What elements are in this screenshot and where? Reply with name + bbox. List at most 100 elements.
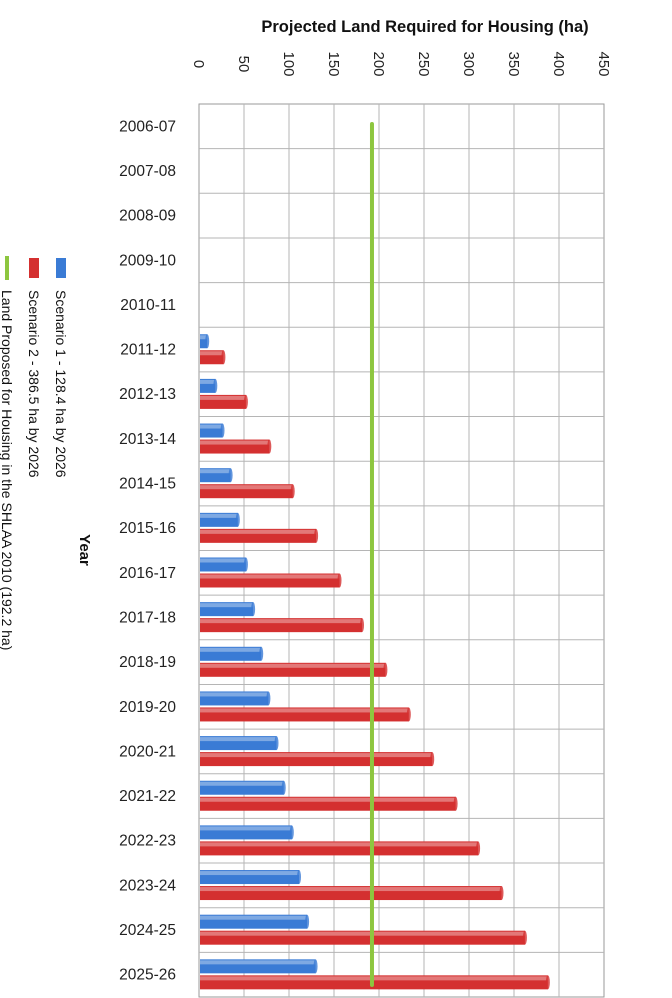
- bar-fill: [200, 736, 277, 751]
- bar-scenario-2: [200, 752, 435, 767]
- bar-fill: [200, 930, 525, 945]
- legend-swatch: [29, 258, 39, 278]
- category-label: 2009-10: [119, 252, 176, 269]
- bar-highlight: [200, 351, 224, 356]
- legend-swatch: [56, 258, 66, 278]
- bar-highlight: [200, 931, 525, 936]
- x-axis-ticks: 0 50 100 150 200 250 300 350 400 450: [190, 51, 612, 76]
- category-label: 2013-14: [119, 431, 176, 448]
- category-label: 2018-19: [119, 654, 176, 671]
- bar-highlight: [200, 692, 269, 697]
- legend-label: Scenario 1 - 128.4 ha by 2026: [53, 290, 69, 478]
- bar-highlight: [200, 663, 386, 668]
- bar-fill: [200, 752, 433, 767]
- bar-highlight: [200, 379, 216, 384]
- bar-cap: [243, 394, 248, 409]
- bar-scenario-2: [200, 484, 295, 499]
- bar-cap: [221, 350, 226, 365]
- bar-cap: [251, 602, 256, 617]
- bar-fill: [200, 662, 386, 677]
- bar-fill: [200, 378, 216, 393]
- bar-highlight: [200, 915, 308, 920]
- bar-fill: [200, 646, 262, 661]
- legend-entry: Scenario 1 - 128.4 ha by 2026: [53, 258, 69, 478]
- bar-fill: [200, 707, 409, 722]
- bar-scenario-2: [200, 707, 411, 722]
- bar-fill: [200, 959, 316, 974]
- bar-highlight: [200, 737, 277, 742]
- bar-highlight: [200, 842, 479, 847]
- bar-scenario-1: [200, 334, 210, 349]
- bar-cap: [289, 825, 294, 840]
- x-tick-label: 250: [415, 51, 432, 76]
- bar-scenario-2: [200, 439, 272, 454]
- bar-cap: [213, 378, 218, 393]
- bar-fill: [200, 557, 246, 572]
- x-tick-label: 200: [370, 51, 387, 76]
- bar-fill: [200, 512, 238, 527]
- bar-scenario-2: [200, 618, 364, 633]
- bar-highlight: [200, 529, 317, 534]
- bar-scenario-2: [200, 350, 226, 365]
- bar-scenario-1: [200, 646, 264, 661]
- x-tick-label: 350: [505, 51, 522, 76]
- bar-scenario-2: [200, 573, 342, 588]
- bar-scenario-2: [200, 886, 504, 901]
- bar-fill: [200, 423, 223, 438]
- category-label: 2006-07: [119, 118, 176, 135]
- bar-fill: [200, 394, 246, 409]
- bar-cap: [274, 736, 279, 751]
- x-tick-label: 50: [235, 56, 252, 73]
- bar-fill: [200, 886, 502, 901]
- bar-highlight: [200, 826, 292, 831]
- bar-cap: [266, 691, 271, 706]
- bar-cap: [430, 752, 435, 767]
- legend-label: Scenario 2 - 386.5 ha by 2026: [26, 290, 42, 478]
- bar-fill: [200, 841, 479, 856]
- bar-highlight: [200, 708, 409, 713]
- bar-fill: [200, 468, 231, 483]
- category-label: 2021-22: [119, 788, 176, 805]
- bar-cap: [228, 468, 233, 483]
- bar-fill: [200, 350, 224, 365]
- bar-fill: [200, 573, 340, 588]
- x-tick-label: 150: [325, 51, 342, 76]
- bar-fill: [200, 484, 293, 499]
- bar-cap: [243, 557, 248, 572]
- category-label: 2011-12: [120, 342, 176, 359]
- bar-cap: [453, 796, 458, 811]
- bar-cap: [297, 870, 301, 885]
- bar-highlight: [200, 574, 340, 579]
- bar-fill: [200, 528, 317, 543]
- bar-fill: [200, 870, 299, 885]
- bar-cap: [476, 841, 481, 856]
- bar-scenario-2: [200, 528, 319, 543]
- category-label: 2014-15: [119, 476, 176, 493]
- category-label: 2020-21: [119, 743, 176, 760]
- y-axis-label: Year: [76, 534, 93, 566]
- category-label: 2019-20: [119, 699, 176, 716]
- bar-scenario-1: [200, 602, 256, 617]
- bar-cap: [220, 423, 225, 438]
- bar-fill: [200, 780, 284, 795]
- bar-highlight: [200, 558, 246, 563]
- x-tick-label: 300: [460, 51, 477, 76]
- bar-highlight: [200, 887, 502, 892]
- category-label: 2007-08: [119, 163, 176, 180]
- bar-scenario-2: [200, 975, 550, 990]
- bar-scenario-1: [200, 512, 240, 527]
- category-label: 2024-25: [119, 922, 176, 939]
- bar-fill: [200, 618, 362, 633]
- x-tick-label: 0: [190, 60, 207, 68]
- bar-scenario-1: [200, 914, 310, 929]
- bar-highlight: [200, 513, 238, 518]
- legend-entry: Scenario 2 - 386.5 ha by 2026: [26, 258, 42, 478]
- bar-highlight: [200, 753, 433, 758]
- bar-scenario-1: [200, 959, 318, 974]
- bar-cap: [522, 930, 527, 945]
- bar-scenario-2: [200, 930, 527, 945]
- bar-highlight: [200, 469, 231, 474]
- bar-scenario-1: [200, 691, 271, 706]
- gridlines: [199, 104, 604, 997]
